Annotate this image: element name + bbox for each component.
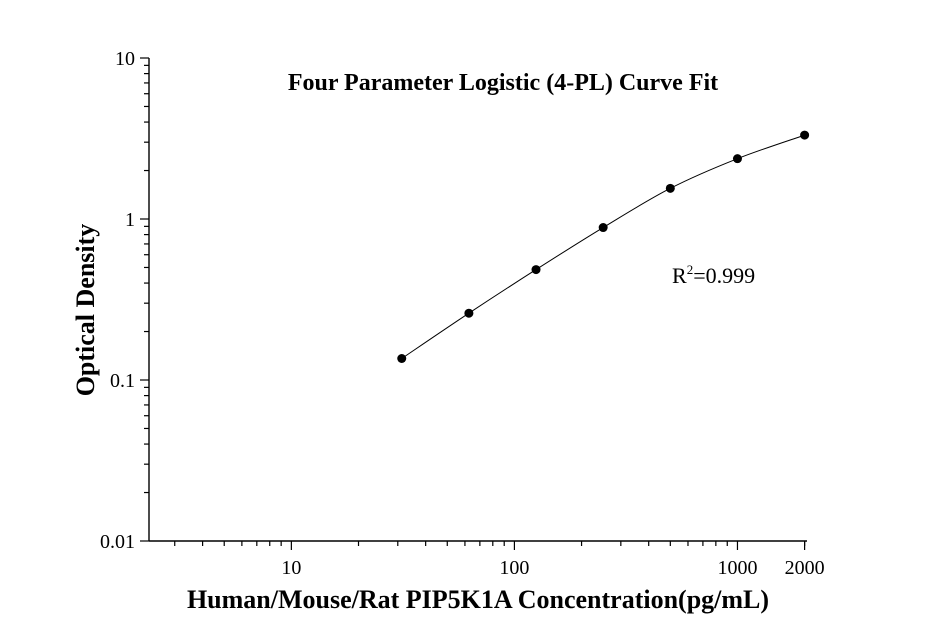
x-ticks: 10 100 1000 2000 xyxy=(174,541,825,579)
x-tick-label: 100 xyxy=(499,557,529,579)
y-tick-label: 0.01 xyxy=(100,531,135,553)
data-point xyxy=(531,265,541,275)
y-ticks: 0.01 0.1 1 10 xyxy=(100,48,149,553)
r-squared-value: =0.999 xyxy=(693,263,755,288)
data-point xyxy=(800,130,810,140)
r-squared-superscript: 2 xyxy=(687,262,694,277)
r-squared-annotation: R2=0.999 xyxy=(672,262,755,288)
axes xyxy=(148,58,807,542)
data-point xyxy=(598,223,608,233)
x-axis-title: Human/Mouse/Rat PIP5K1A Concentration(pg… xyxy=(187,585,769,614)
data-point xyxy=(665,183,675,193)
data-points xyxy=(397,130,810,364)
x-tick-label: 2000 xyxy=(785,557,825,579)
data-point xyxy=(732,154,742,164)
y-axis-title: Optical Density xyxy=(71,224,100,397)
r-squared-base: R xyxy=(672,263,687,288)
data-point xyxy=(464,308,474,318)
x-tick-label: 1000 xyxy=(717,557,757,579)
y-tick-label: 1 xyxy=(125,209,135,231)
y-tick-label: 10 xyxy=(115,48,135,70)
y-tick-label: 0.1 xyxy=(110,370,135,392)
data-point xyxy=(397,354,407,364)
fit-curve xyxy=(401,134,805,359)
chart-title: Four Parameter Logistic (4-PL) Curve Fit xyxy=(288,70,718,96)
x-tick-label: 10 xyxy=(281,557,301,579)
